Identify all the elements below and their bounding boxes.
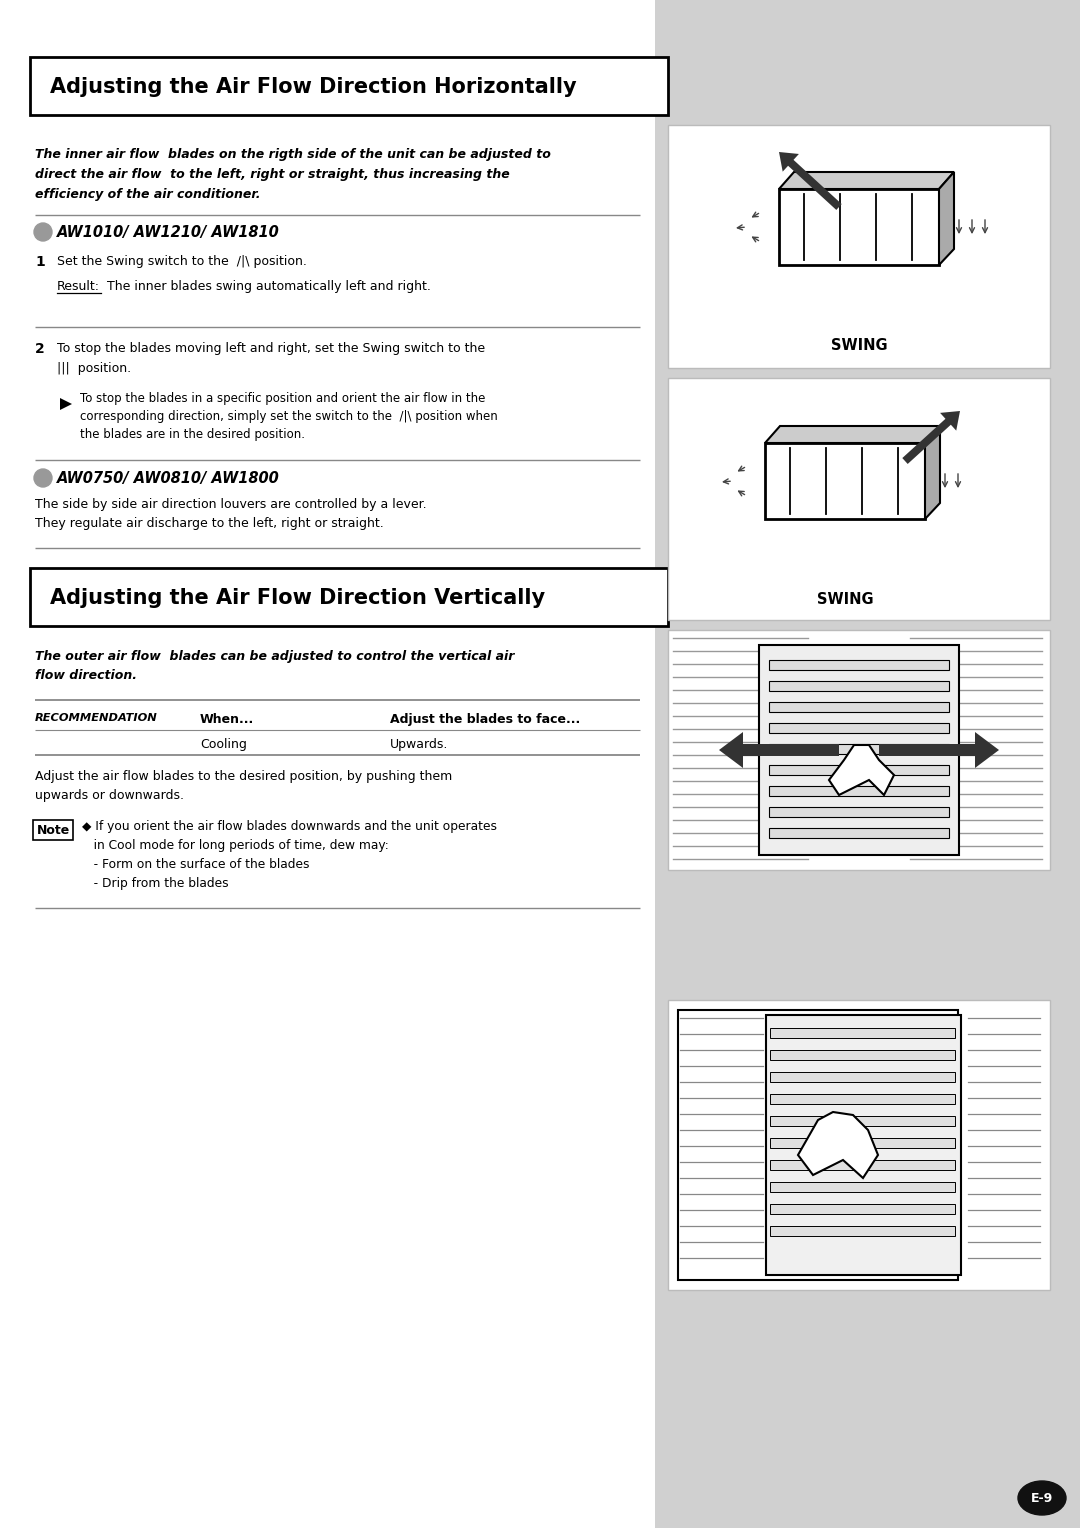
Text: |||  position.: ||| position. [57, 362, 131, 374]
Polygon shape [719, 732, 839, 769]
Text: Note: Note [37, 824, 69, 836]
Text: To stop the blades in a specific position and orient the air flow in the: To stop the blades in a specific positio… [80, 393, 485, 405]
Bar [770, 1028, 955, 1038]
Text: The inner air flow  blades on the rigth side of the unit can be adjusted to: The inner air flow blades on the rigth s… [35, 148, 551, 160]
Bar [769, 723, 949, 733]
Bar [669, 999, 1050, 1290]
Text: RECOMMENDATION: RECOMMENDATION [35, 714, 158, 723]
Text: The side by side air direction louvers are controlled by a lever.: The side by side air direction louvers a… [35, 498, 427, 510]
Polygon shape [924, 426, 940, 520]
Bar [769, 785, 949, 796]
Bar [669, 125, 1050, 368]
Bar [770, 1115, 955, 1126]
Text: direct the air flow  to the left, right or straight, thus increasing the: direct the air flow to the left, right o… [35, 168, 510, 180]
Text: AW0750/ AW0810/ AW1800: AW0750/ AW0810/ AW1800 [57, 471, 280, 486]
Text: Result:: Result: [57, 280, 100, 293]
Bar [770, 1050, 955, 1060]
Bar [669, 377, 1050, 620]
Polygon shape [60, 397, 72, 410]
Bar [770, 1160, 955, 1170]
Text: AW1010/ AW1210/ AW1810: AW1010/ AW1210/ AW1810 [57, 225, 280, 240]
Text: upwards or downwards.: upwards or downwards. [35, 788, 184, 802]
Text: The outer air flow  blades can be adjusted to control the vertical air: The outer air flow blades can be adjuste… [35, 649, 514, 663]
Text: Set the Swing switch to the  /|\ position.: Set the Swing switch to the /|\ position… [57, 255, 307, 267]
Text: - Form on the surface of the blades: - Form on the surface of the blades [82, 859, 310, 871]
Circle shape [33, 223, 52, 241]
Text: SWING: SWING [831, 338, 888, 353]
Text: flow direction.: flow direction. [35, 669, 137, 681]
Circle shape [33, 469, 52, 487]
Bar [33, 821, 73, 840]
Bar [779, 189, 939, 264]
Bar [769, 828, 949, 837]
Bar [678, 1010, 958, 1280]
Bar [770, 1183, 955, 1192]
Text: the blades are in the desired position.: the blades are in the desired position. [80, 428, 305, 442]
Text: When...: When... [200, 714, 254, 726]
Bar [30, 57, 669, 115]
Bar [769, 701, 949, 712]
Text: They regulate air discharge to the left, right or straight.: They regulate air discharge to the left,… [35, 516, 383, 530]
Text: in Cool mode for long periods of time, dew may:: in Cool mode for long periods of time, d… [82, 839, 389, 853]
Bar [770, 1094, 955, 1105]
Bar [30, 568, 669, 626]
Polygon shape [829, 746, 894, 795]
Text: ◆ If you orient the air flow blades downwards and the unit operates: ◆ If you orient the air flow blades down… [82, 821, 497, 833]
Bar [654, 0, 1080, 1528]
Bar [769, 660, 949, 669]
Polygon shape [798, 1112, 878, 1178]
Bar [766, 1015, 961, 1274]
Text: Cooling: Cooling [200, 738, 247, 750]
Bar [769, 681, 949, 691]
Text: To stop the blades moving left and right, set the Swing switch to the: To stop the blades moving left and right… [57, 342, 485, 354]
Bar [770, 1138, 955, 1148]
Text: E-9: E-9 [1031, 1491, 1053, 1505]
Bar [770, 1073, 955, 1082]
Bar [769, 766, 949, 775]
Text: Adjusting the Air Flow Direction Horizontally: Adjusting the Air Flow Direction Horizon… [50, 76, 577, 96]
Bar [765, 443, 924, 520]
Polygon shape [779, 151, 841, 209]
Text: Adjusting the Air Flow Direction Vertically: Adjusting the Air Flow Direction Vertica… [50, 588, 545, 608]
Bar [769, 807, 949, 817]
Text: Adjust the air flow blades to the desired position, by pushing them: Adjust the air flow blades to the desire… [35, 770, 453, 782]
Text: SWING: SWING [816, 593, 874, 608]
Text: Upwards.: Upwards. [390, 738, 448, 750]
Bar [759, 645, 959, 856]
Polygon shape [879, 732, 999, 769]
Polygon shape [765, 426, 940, 443]
Bar [770, 1225, 955, 1236]
Text: efficiency of the air conditioner.: efficiency of the air conditioner. [35, 188, 260, 202]
Polygon shape [902, 411, 960, 465]
Text: - Drip from the blades: - Drip from the blades [82, 877, 229, 889]
Bar [770, 1204, 955, 1215]
Bar [669, 630, 1050, 869]
Text: 2: 2 [35, 342, 44, 356]
Polygon shape [779, 173, 954, 189]
Text: corresponding direction, simply set the switch to the  /|\ position when: corresponding direction, simply set the … [80, 410, 498, 423]
Bar [769, 744, 949, 753]
Ellipse shape [1018, 1481, 1066, 1514]
Text: 1: 1 [35, 255, 44, 269]
Polygon shape [939, 173, 954, 264]
Text: Adjust the blades to face...: Adjust the blades to face... [390, 714, 580, 726]
Text: The inner blades swing automatically left and right.: The inner blades swing automatically lef… [107, 280, 431, 293]
